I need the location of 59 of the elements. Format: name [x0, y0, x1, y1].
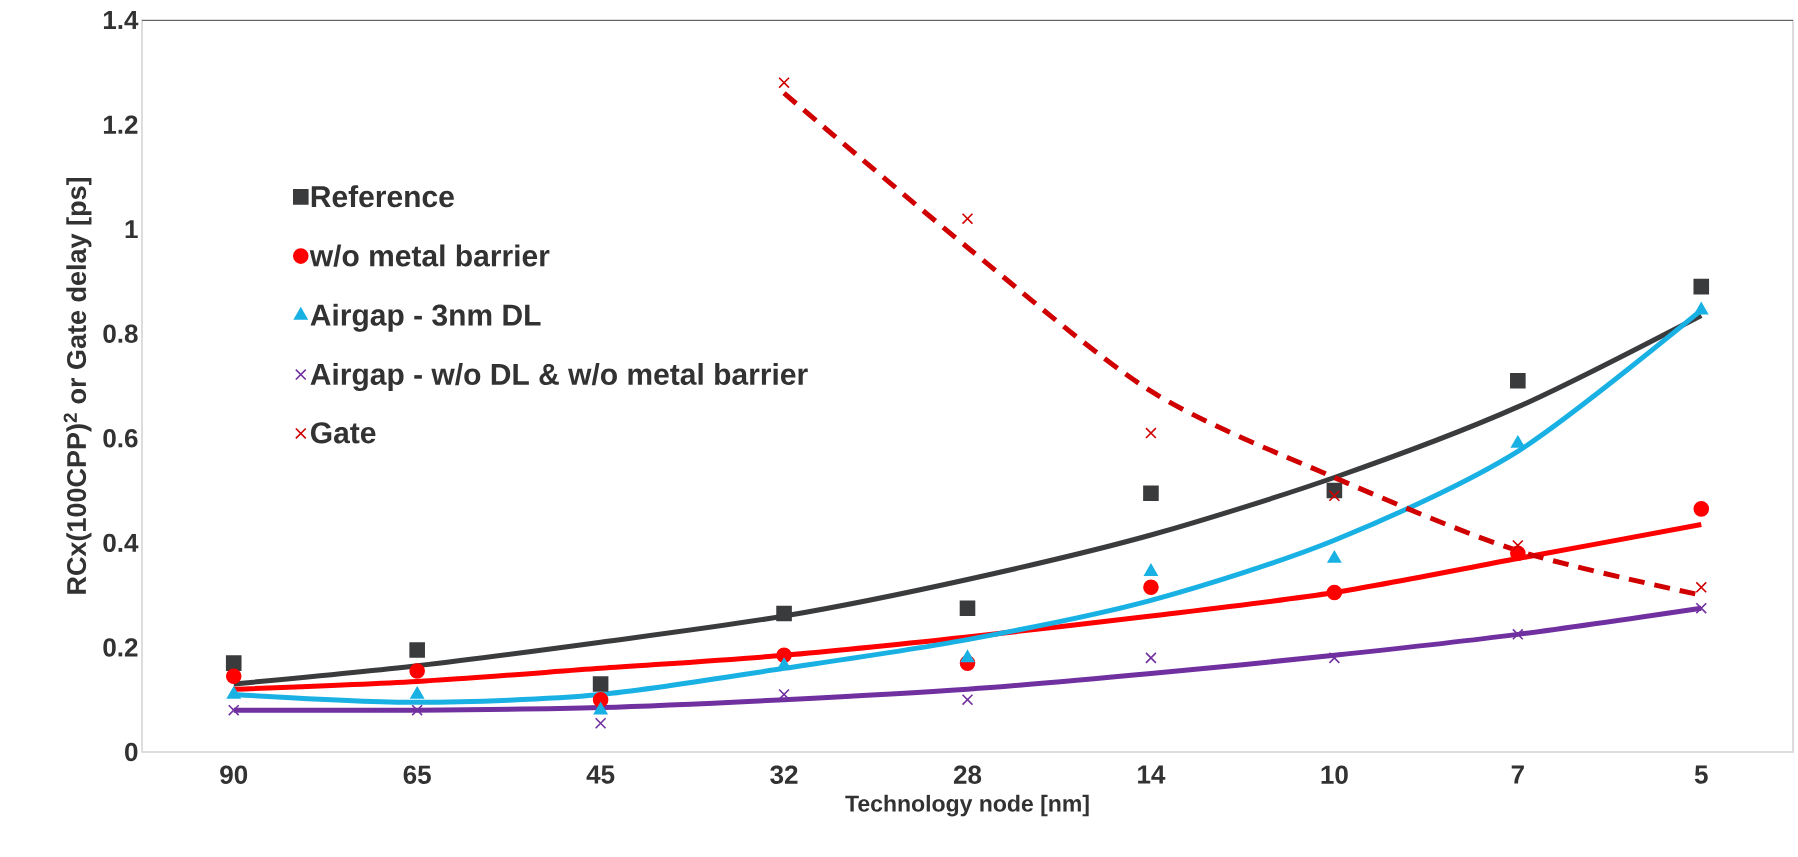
y-tick-label: 0.8: [103, 324, 138, 343]
legend-label: w/o metal barrier: [309, 244, 550, 267]
point: [1327, 550, 1342, 563]
point: [961, 693, 974, 706]
x-tick-label: 7: [1511, 765, 1524, 784]
point: [1328, 490, 1341, 502]
point: [593, 702, 608, 715]
y-tick-label: 0.6: [103, 429, 138, 448]
legend-label: Gate: [311, 422, 376, 444]
point: [410, 686, 425, 699]
point: [959, 600, 976, 617]
y-tick-label: 1.2: [103, 115, 138, 134]
point: [226, 686, 241, 699]
point: [592, 676, 609, 692]
x-tick-label: 45: [586, 765, 615, 784]
point: [1512, 539, 1524, 552]
legend-label: Reference: [311, 185, 454, 208]
x-tick-label: 5: [1694, 765, 1708, 784]
y-tick-label: 0: [125, 742, 138, 762]
point: [225, 668, 242, 684]
x-tick-label: 65: [403, 765, 431, 784]
point: [409, 642, 425, 658]
point: [409, 663, 425, 679]
point: [411, 704, 423, 716]
x-tick-label: 28: [953, 765, 982, 784]
point: [1693, 501, 1710, 517]
point: [1694, 302, 1709, 315]
y-tick-label: 0.2: [103, 638, 138, 657]
point: [1693, 278, 1710, 295]
x-tick-label: 90: [220, 765, 248, 784]
x-axis-title: Technology node [nm]: [845, 794, 1089, 817]
point: [776, 605, 792, 622]
point: [1510, 435, 1525, 448]
point: [961, 212, 974, 225]
point: [1695, 581, 1708, 594]
point: [594, 717, 607, 729]
point: [1143, 485, 1159, 501]
legend-label: Airgap - 3nm DL: [310, 303, 541, 332]
point: [960, 650, 975, 663]
point: [227, 704, 240, 716]
point: [1510, 372, 1526, 389]
y-tick-label: 1.4: [103, 11, 139, 29]
point: [1512, 628, 1524, 641]
point: [1143, 579, 1159, 596]
point: [1695, 602, 1708, 614]
x-tick-label: 10: [1321, 765, 1348, 784]
point: [1145, 427, 1157, 439]
point: [1326, 584, 1343, 601]
point: [225, 655, 242, 671]
y-axis-title: RCx(100CPP)$^{2}$ or Gate delay [ps]: [63, 177, 92, 594]
legend-label: Airgap - w/o DL & w/o metal barrier: [310, 362, 808, 392]
point: [1145, 652, 1157, 664]
point: [778, 76, 790, 89]
point: [1144, 563, 1158, 576]
y-tick-label: 1: [125, 220, 138, 239]
y-tick-label: 0.4: [103, 533, 139, 553]
x-tick-label: 14: [1138, 765, 1166, 784]
point: [1328, 652, 1341, 664]
x-tick-label: 32: [770, 765, 798, 784]
